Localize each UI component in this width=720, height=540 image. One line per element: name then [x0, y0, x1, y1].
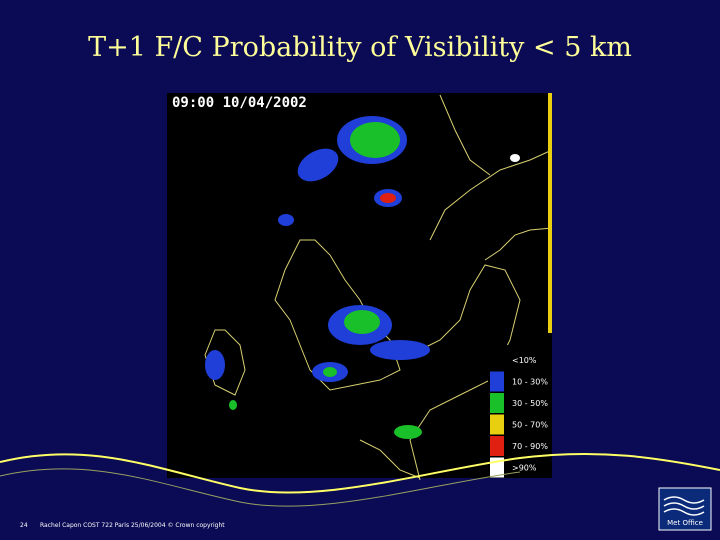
legend-swatch — [490, 371, 504, 392]
probability-areas — [205, 116, 520, 439]
map: 09:00 10/04/2002 <10% 10 - 30% 30 - 50% 50 … — [167, 93, 553, 481]
map-timestamp: 09:00 10/04/2002 — [172, 95, 307, 111]
legend-swatch — [490, 436, 504, 456]
legend-label: 70 - 90% — [512, 442, 548, 451]
legend-label: 30 - 50% — [512, 399, 548, 408]
logo-text: Met Office — [667, 519, 703, 527]
footer-text: Rachel Capon COST 722 Paris 25/06/2004 ©… — [40, 522, 225, 529]
legend-label: <10% — [512, 356, 537, 365]
legend-label: >90% — [512, 464, 537, 473]
map-edge — [548, 93, 552, 333]
logo-box — [658, 487, 712, 531]
logo-waves — [663, 496, 705, 516]
decor-wave-shadow — [0, 468, 521, 507]
legend-swatch — [490, 393, 504, 413]
legend-label: 10 - 30% — [512, 378, 548, 387]
coastlines — [204, 94, 553, 481]
decor-wave — [0, 452, 720, 494]
legend-label: 50 - 70% — [512, 421, 548, 430]
legend-swatch — [490, 414, 504, 435]
page-number: 24 — [20, 522, 28, 529]
logo: Met Office — [658, 487, 712, 531]
slide-title: T+1 F/C Probability of Visibility < 5 km — [88, 32, 632, 63]
legend-swatch — [490, 350, 504, 370]
